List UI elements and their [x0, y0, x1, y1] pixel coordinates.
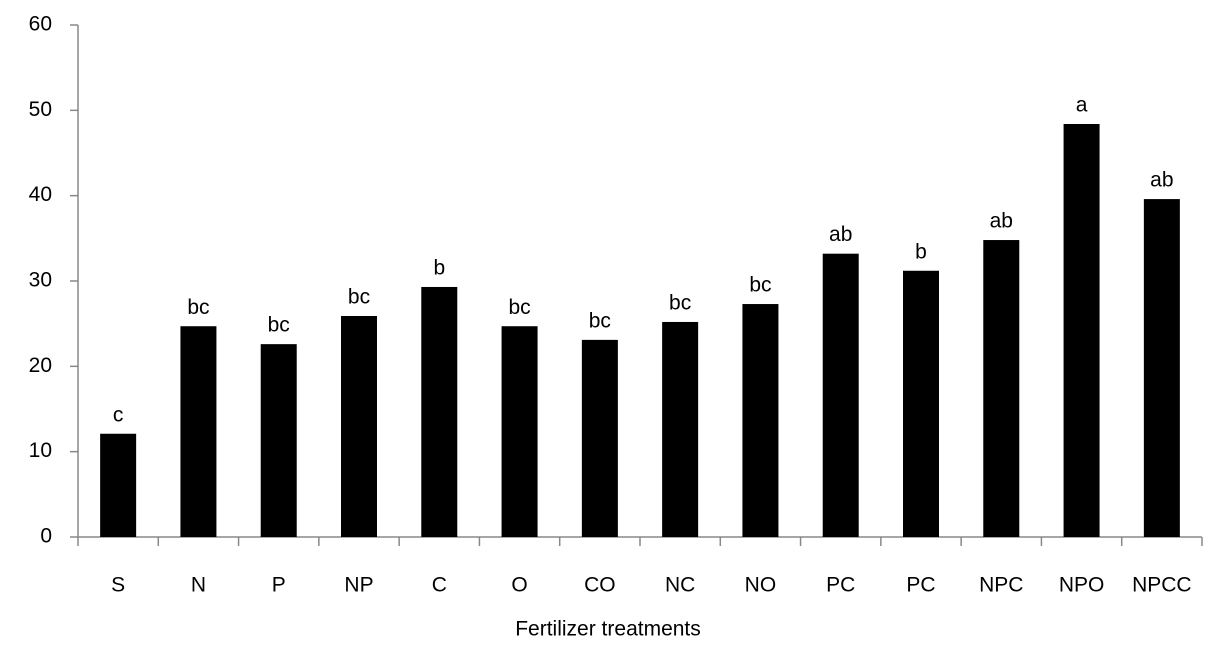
annotation: ab — [829, 223, 852, 246]
annotation: bc — [589, 309, 611, 332]
bar — [903, 270, 939, 537]
x-tick-label: NPCC — [1132, 574, 1192, 597]
x-tick-label: NC — [665, 574, 695, 597]
x-tick-label: NP — [344, 574, 373, 597]
x-tick-label: O — [511, 574, 527, 597]
bar — [1063, 123, 1100, 537]
bar — [341, 315, 377, 537]
x-tick-label: PC — [826, 574, 855, 597]
annotation: bc — [508, 296, 530, 319]
annotation: bc — [669, 292, 691, 315]
bar — [180, 326, 217, 537]
bar — [100, 433, 137, 537]
x-tick-label: PC — [906, 574, 935, 597]
y-tick-label: 20 — [29, 354, 52, 377]
x-tick-label: NPC — [979, 574, 1023, 597]
annotation: ab — [1150, 169, 1173, 192]
x-tick-label: S — [111, 574, 125, 597]
x-tick-label: CO — [584, 574, 616, 597]
bar — [260, 344, 297, 537]
y-tick-label: 60 — [29, 13, 52, 36]
bar — [822, 253, 859, 537]
annotation: b — [433, 257, 445, 280]
annotation: b — [915, 240, 927, 263]
bar — [983, 240, 1020, 538]
bar — [501, 326, 538, 537]
y-tick-label: 40 — [29, 183, 52, 206]
bar — [1143, 199, 1180, 537]
annotation: c — [113, 403, 124, 426]
bar — [421, 286, 458, 537]
bar — [581, 339, 618, 537]
bar — [662, 321, 699, 537]
annotation: a — [1076, 94, 1088, 117]
annotation: bc — [749, 274, 771, 297]
x-tick-label: NPO — [1059, 574, 1105, 597]
annotation: bc — [187, 296, 209, 319]
y-tick-label: 10 — [29, 439, 52, 462]
x-tick-label: N — [191, 574, 206, 597]
x-tick-label: P — [272, 574, 286, 597]
annotation: ab — [990, 210, 1013, 233]
x-tick-label: NO — [745, 574, 777, 597]
annotation: bc — [348, 286, 370, 309]
x-tick-label: C — [432, 574, 447, 597]
y-tick-label: 0 — [40, 525, 52, 548]
y-tick-label: 50 — [29, 98, 52, 121]
x-axis-label: Fertilizer treatments — [515, 618, 701, 641]
annotation: bc — [268, 314, 290, 337]
y-tick-label: 30 — [29, 269, 52, 292]
bar — [742, 304, 779, 537]
